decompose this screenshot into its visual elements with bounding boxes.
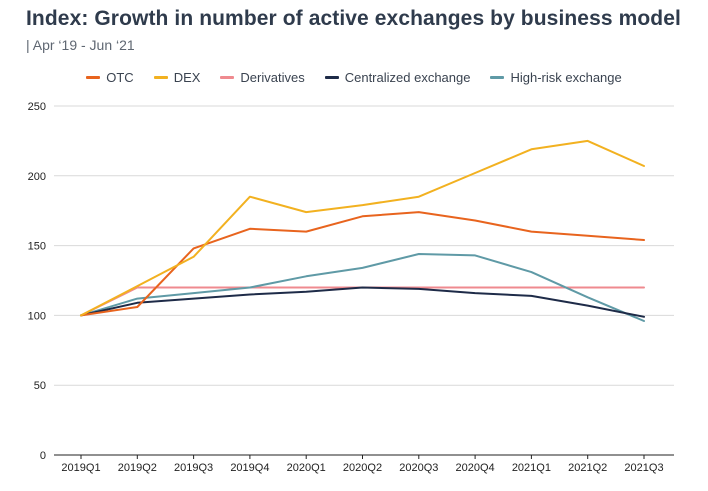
- x-tick-label: 2019Q4: [230, 462, 269, 474]
- x-tick-label: 2019Q3: [174, 462, 213, 474]
- x-tick-label: 2020Q2: [343, 462, 382, 474]
- x-tick-label: 2020Q4: [456, 462, 495, 474]
- x-tick-label: 2021Q1: [512, 462, 551, 474]
- y-tick-label: 150: [28, 241, 46, 253]
- legend-swatch: [153, 75, 168, 79]
- y-tick-label: 50: [34, 380, 46, 392]
- legend-swatch: [490, 75, 505, 79]
- x-tick-label: 2019Q1: [61, 462, 100, 474]
- chart-subtitle: | Apr ‘19 - Jun ‘21: [26, 37, 135, 53]
- y-tick-label: 100: [28, 310, 46, 322]
- legend-label: Derivatives: [240, 69, 305, 85]
- series-line-centralized-exchange: [80, 286, 645, 318]
- series-line-dex: [80, 139, 645, 317]
- legend-label: OTC: [106, 69, 134, 85]
- chart-legend: OTC DEX Derivatives Centralized exchange Hig…: [0, 68, 708, 86]
- legend-label: High-risk exchange: [510, 69, 622, 85]
- x-tick-label: 2019Q2: [118, 462, 157, 474]
- x-tick-label: 2020Q1: [287, 462, 326, 474]
- x-tick-label: 2021Q2: [568, 462, 607, 474]
- legend-label: Centralized exchange: [344, 69, 471, 85]
- x-tick-label: 2021Q3: [624, 462, 663, 474]
- legend-swatch: [324, 75, 339, 79]
- legend-item: Centralized exchange: [324, 68, 471, 86]
- legend-item: OTC: [86, 68, 134, 86]
- legend-swatch: [220, 75, 235, 79]
- chart-title: Index: Growth in number of active exchan…: [26, 7, 681, 30]
- legend-item: High-risk exchange: [490, 68, 622, 86]
- y-tick-label: 0: [40, 450, 46, 462]
- legend-item: Derivatives: [220, 68, 305, 86]
- y-tick-label: 200: [28, 171, 46, 183]
- series-line-high-risk-exchange: [80, 253, 645, 322]
- series-line-otc: [80, 211, 645, 317]
- legend-swatch: [86, 75, 101, 79]
- legend-item: DEX: [153, 68, 201, 86]
- x-tick-label: 2020Q3: [399, 462, 438, 474]
- legend-label: DEX: [173, 69, 201, 85]
- y-tick-label: 250: [28, 101, 46, 113]
